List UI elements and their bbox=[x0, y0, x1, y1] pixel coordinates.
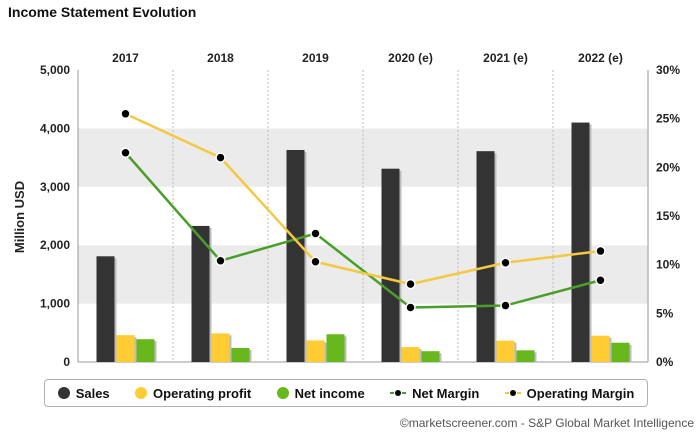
bar-net-income bbox=[516, 350, 535, 362]
legend-item-net-margin: Net Margin bbox=[390, 386, 479, 401]
bar-sales bbox=[286, 150, 305, 362]
y2-tick-label: 5% bbox=[656, 306, 674, 320]
point-operating-margin bbox=[500, 257, 511, 268]
source-credit: ©marketscreener.com - S&P Global Market … bbox=[399, 416, 694, 430]
bar-operating-profit bbox=[211, 333, 230, 362]
legend-swatch-net-margin bbox=[390, 390, 407, 396]
point-operating-margin bbox=[215, 152, 226, 163]
y-tick-label: 0 bbox=[63, 355, 70, 369]
bar-net-income bbox=[326, 334, 345, 362]
y-tick-label: 5,000 bbox=[40, 63, 70, 77]
point-operating-margin bbox=[595, 245, 606, 257]
bar-operating-profit bbox=[306, 340, 325, 362]
point-operating-margin bbox=[405, 278, 416, 290]
line-operating-margin bbox=[124, 112, 601, 286]
y2-tick-label: 0% bbox=[656, 355, 674, 369]
legend-item-operating-margin: Operating Margin bbox=[504, 385, 635, 401]
bar-operating-profit bbox=[401, 347, 420, 362]
legend-swatch-operating-profit bbox=[135, 387, 148, 399]
bar-net-income bbox=[231, 347, 250, 362]
y-axis-label: Million USD bbox=[12, 181, 27, 253]
bar-net-income bbox=[421, 351, 440, 362]
bar-operating-profit bbox=[591, 335, 610, 362]
bar-net-income bbox=[611, 342, 630, 362]
point-net-margin bbox=[405, 302, 416, 313]
point-operating-margin bbox=[120, 108, 131, 120]
legend-label-sales: Sales bbox=[75, 385, 110, 401]
bar-operating-profit bbox=[496, 340, 515, 362]
point-net-margin bbox=[310, 228, 321, 239]
y2-tick-label: 30% bbox=[656, 63, 680, 77]
legend-item-sales: Sales bbox=[57, 385, 110, 401]
point-net-margin bbox=[120, 147, 131, 158]
legend-swatch-net-income bbox=[276, 387, 289, 399]
x-tick-label: 2017 bbox=[112, 51, 139, 65]
x-tick-label: 2022 (e) bbox=[578, 51, 623, 65]
point-net-margin bbox=[215, 255, 226, 267]
bar-sales bbox=[191, 225, 210, 362]
point-operating-margin bbox=[310, 256, 321, 267]
y-tick-label: 4,000 bbox=[40, 121, 70, 135]
legend-label-operating-profit: Operating profit bbox=[153, 385, 252, 401]
bar-net-income bbox=[136, 339, 155, 362]
legend-item-net-income: Net income bbox=[276, 385, 365, 401]
legend-swatch-operating-margin bbox=[504, 390, 521, 396]
line-net-margin bbox=[124, 151, 601, 309]
point-net-margin bbox=[595, 274, 606, 286]
y-tick-label: 3,000 bbox=[40, 180, 70, 194]
legend-label-net-margin: Net Margin bbox=[412, 385, 480, 401]
x-tick-label: 2018 bbox=[207, 51, 234, 65]
y-tick-label: 1,000 bbox=[40, 297, 70, 311]
bar-operating-profit bbox=[116, 335, 135, 362]
legend-item-operating-profit: Operating profit bbox=[135, 386, 251, 401]
bar-sales bbox=[571, 122, 590, 362]
legend-label-net-income: Net income bbox=[294, 385, 365, 401]
grid-band bbox=[78, 303, 648, 362]
chart-title: Income Statement Evolution bbox=[8, 4, 197, 20]
x-tick-label: 2020 (e) bbox=[388, 51, 433, 65]
y-tick-label: 2,000 bbox=[40, 238, 70, 252]
bar-sales bbox=[476, 151, 495, 362]
y2-tick-label: 25% bbox=[656, 112, 680, 126]
bar-sales bbox=[96, 256, 115, 362]
x-tick-label: 2019 bbox=[302, 51, 329, 65]
bar-sales bbox=[381, 168, 400, 362]
legend-swatch-sales bbox=[57, 387, 70, 399]
legend: Sales Operating profit Net income Net Ma… bbox=[44, 379, 648, 407]
legend-label-operating-margin: Operating Margin bbox=[526, 385, 635, 401]
y2-tick-label: 10% bbox=[656, 258, 680, 272]
y2-tick-label: 20% bbox=[656, 160, 680, 174]
x-tick-label: 2021 (e) bbox=[483, 51, 528, 65]
point-net-margin bbox=[500, 300, 511, 311]
y2-tick-label: 15% bbox=[656, 209, 680, 223]
